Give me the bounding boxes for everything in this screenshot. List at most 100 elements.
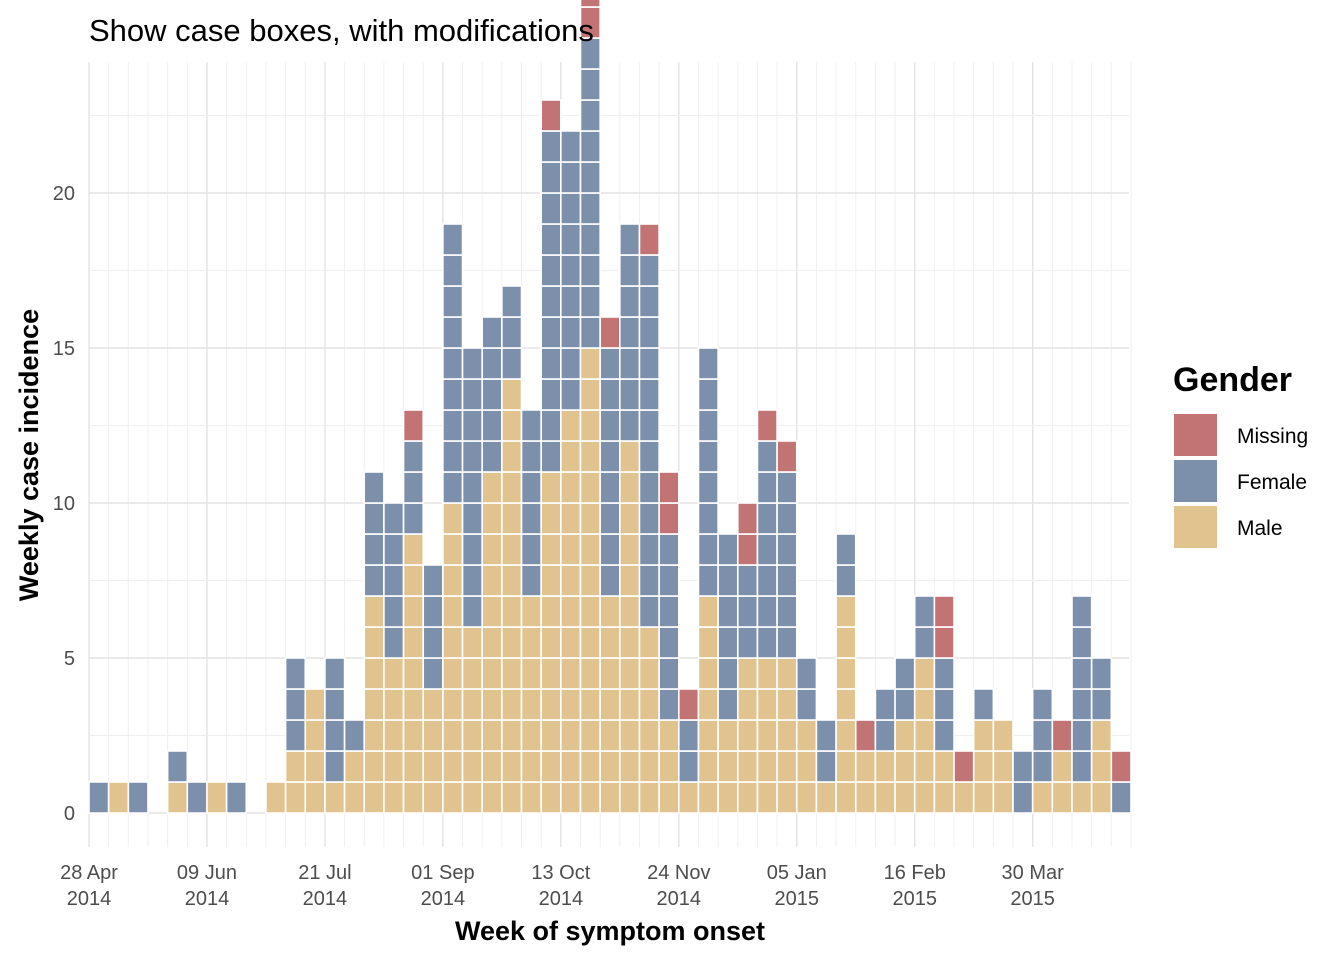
case-box-male <box>402 781 425 814</box>
case-box-male <box>560 533 582 566</box>
case-box-female <box>579 316 601 349</box>
case-box-male <box>206 781 228 814</box>
case-box-male <box>402 626 425 659</box>
case-box-male <box>1090 750 1113 783</box>
case-box-male <box>717 750 739 783</box>
case-box-male <box>560 409 582 442</box>
case-box-male <box>501 471 523 504</box>
case-box-male <box>501 719 523 752</box>
case-box-female <box>658 626 680 659</box>
case-box-female <box>383 626 405 659</box>
case-box-male <box>560 750 582 783</box>
case-box-female <box>776 533 798 566</box>
case-box-male <box>560 657 582 690</box>
case-box-male <box>481 502 503 535</box>
case-box-male <box>619 564 641 597</box>
case-box-female <box>619 347 641 380</box>
case-box-female <box>815 750 837 783</box>
case-box-female <box>1071 595 1093 628</box>
case-box-male <box>501 502 523 535</box>
x-tick-label-year: 2015 <box>1010 888 1055 910</box>
case-box-female <box>776 595 798 628</box>
case-box-male <box>540 533 562 566</box>
y-axis-title: Weekly case incidence <box>14 309 44 601</box>
case-box-female <box>461 440 484 473</box>
case-box-female <box>619 223 641 256</box>
case-box-male <box>343 781 366 814</box>
case-box-male <box>304 750 326 783</box>
case-box-female <box>697 471 719 504</box>
case-box-male <box>835 781 857 814</box>
case-box-male <box>560 440 582 473</box>
case-box-female <box>88 781 110 814</box>
case-box-missing <box>1051 719 1073 752</box>
x-tick-label-year: 2015 <box>892 888 937 910</box>
case-box-male <box>619 471 641 504</box>
case-box-male <box>972 719 995 752</box>
case-box-missing <box>736 502 759 535</box>
case-box-male <box>697 657 719 690</box>
case-box-female <box>697 564 719 597</box>
case-box-male <box>560 719 582 752</box>
case-box-female <box>442 254 464 287</box>
case-box-male <box>481 688 503 721</box>
case-box-male <box>520 750 542 783</box>
case-box-male <box>1071 781 1093 814</box>
case-box-male <box>619 750 641 783</box>
case-box-male <box>874 750 896 783</box>
case-box-female <box>638 471 660 504</box>
case-box-male <box>776 719 798 752</box>
case-box-female <box>599 347 621 380</box>
case-box-male <box>363 626 385 659</box>
case-box-female <box>579 254 601 287</box>
case-box-female <box>363 533 385 566</box>
case-box-female <box>933 688 955 721</box>
legend-items: Missing Female Male <box>1174 414 1308 548</box>
case-box-male <box>638 781 660 814</box>
case-box-female <box>638 347 660 380</box>
x-tick-label: 16 Feb <box>884 862 946 884</box>
case-box-male <box>658 750 680 783</box>
case-box-male <box>560 688 582 721</box>
case-box-female <box>442 316 464 349</box>
case-box-male <box>501 626 523 659</box>
case-box-female <box>442 440 464 473</box>
case-box-female <box>540 440 562 473</box>
case-box-male <box>972 750 995 783</box>
case-box-male <box>1090 719 1113 752</box>
case-box-female <box>619 378 641 411</box>
case-box-missing <box>540 99 562 132</box>
case-box-female <box>520 564 542 597</box>
case-box-female <box>697 440 719 473</box>
case-box-male <box>697 688 719 721</box>
case-box-male <box>265 781 287 814</box>
case-box-female <box>186 781 208 814</box>
y-tick-label: 5 <box>64 648 75 670</box>
case-box-male <box>442 502 464 535</box>
legend-label-female: Female <box>1237 471 1307 494</box>
case-box-male <box>363 688 385 721</box>
case-box-male <box>501 440 523 473</box>
case-box-male <box>540 595 562 628</box>
case-box-female <box>520 471 542 504</box>
case-box-male <box>442 626 464 659</box>
case-box-male <box>461 719 484 752</box>
case-box-male <box>402 657 425 690</box>
case-box-female <box>579 99 601 132</box>
case-box-female <box>795 688 818 721</box>
case-box-male <box>717 719 739 752</box>
case-box-female <box>560 378 582 411</box>
case-box-male <box>540 750 562 783</box>
case-box-male <box>481 533 503 566</box>
case-box-female <box>363 471 385 504</box>
case-box-male <box>560 502 582 535</box>
case-box-female <box>540 192 562 225</box>
case-box-female <box>422 564 444 597</box>
case-box-female <box>481 409 503 442</box>
case-box-male <box>717 781 739 814</box>
case-box-female <box>736 595 759 628</box>
case-box-male <box>736 781 759 814</box>
case-box-male <box>501 750 523 783</box>
case-box-male <box>736 657 759 690</box>
